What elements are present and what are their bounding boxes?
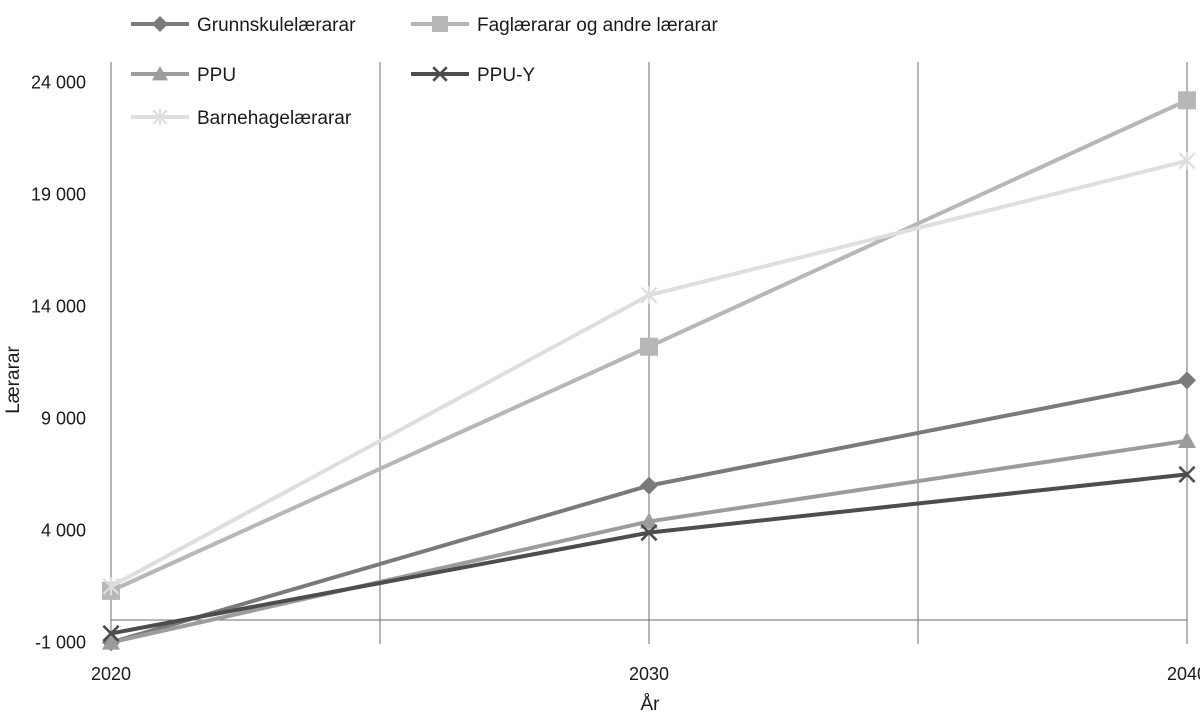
legend-item: PPU <box>131 65 236 86</box>
series-layer <box>102 91 1196 652</box>
data-point <box>1178 431 1196 448</box>
series-5 <box>102 151 1196 596</box>
x-tick-label: 2020 <box>91 664 131 684</box>
data-point <box>102 577 120 596</box>
data-point <box>1178 371 1196 390</box>
legend-swatch-marker <box>152 16 168 32</box>
y-tick-label: 19 000 <box>31 184 86 204</box>
y-axis-title: Lærarar <box>3 346 24 414</box>
y-tick-label: 24 000 <box>31 72 86 92</box>
legend-swatch-marker <box>152 109 168 125</box>
x-tick-label: 2040 <box>1167 664 1200 684</box>
y-tick-label: 9 000 <box>41 408 86 428</box>
legend-label: Grunnskulelærarar <box>197 15 356 36</box>
axes: -1 000 4 000 9 000 14 000 19 000 24 000 2020 20… <box>31 72 1200 684</box>
data-point <box>1178 151 1196 170</box>
legend-swatch-marker <box>432 16 448 32</box>
x-tick-label: 2030 <box>629 664 669 684</box>
legend-item: Faglærarar og andre lærarar <box>411 15 718 36</box>
legend-label: Barnehagelærarar <box>197 108 352 129</box>
y-tick-label: -1 000 <box>35 632 86 652</box>
x-axis-title: År <box>641 694 661 715</box>
y-tick-label: 14 000 <box>31 296 86 316</box>
legend-label: PPU-Y <box>477 65 535 86</box>
data-point <box>1178 465 1196 483</box>
legend: Grunnskulelærarar Faglærarar og andre lær… <box>131 15 718 129</box>
series-4 <box>102 465 1196 643</box>
data-point <box>102 633 120 650</box>
y-tick-label: 4 000 <box>41 520 86 540</box>
data-point <box>102 624 120 643</box>
data-point <box>1178 91 1196 110</box>
data-point <box>640 524 658 542</box>
data-point <box>640 286 658 305</box>
data-point <box>640 476 658 495</box>
legend-item: Barnehagelærarar <box>131 108 352 129</box>
legend-item: Grunnskulelærarar <box>131 15 356 36</box>
series-3 <box>102 431 1196 650</box>
data-point <box>640 337 658 356</box>
legend-swatch-marker <box>152 66 168 81</box>
legend-item: PPU-Y <box>411 65 535 86</box>
legend-label: PPU <box>197 65 236 86</box>
legend-label: Faglærarar og andre lærarar <box>477 15 718 36</box>
legend-swatch-marker <box>432 66 448 82</box>
data-point <box>640 512 658 529</box>
